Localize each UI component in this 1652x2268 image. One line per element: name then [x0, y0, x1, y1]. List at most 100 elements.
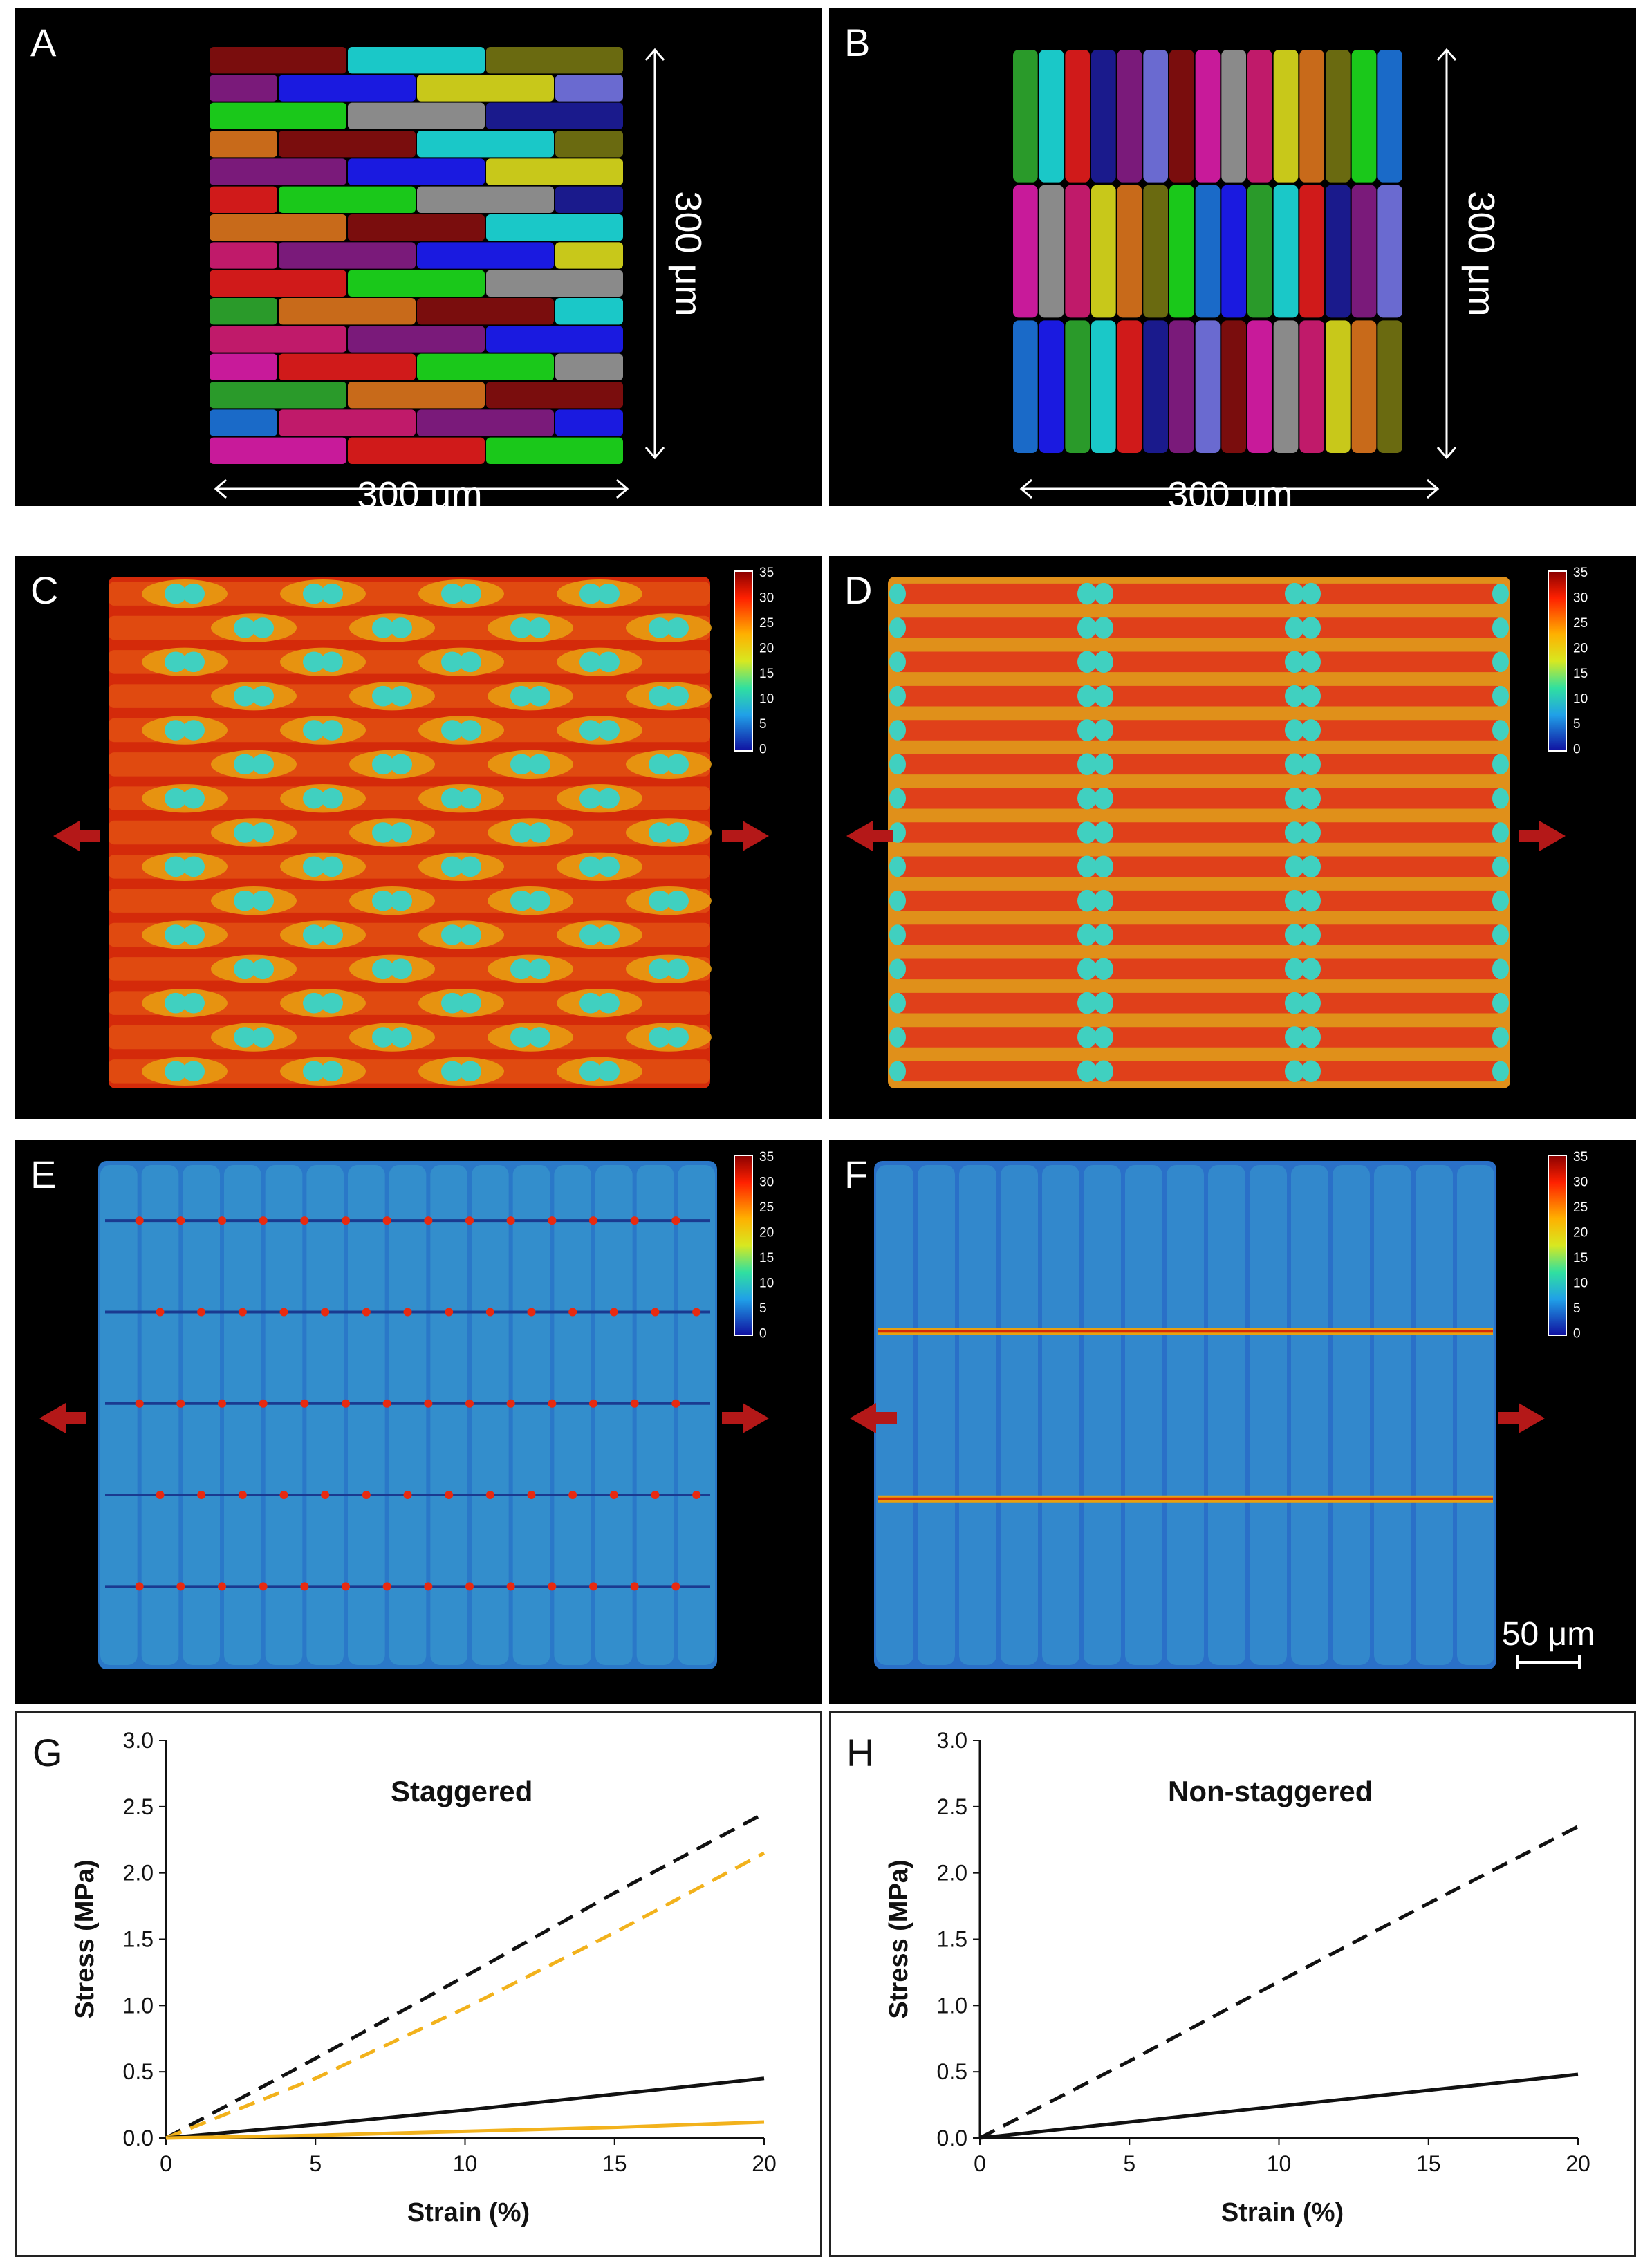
low-stress-spot — [390, 617, 412, 638]
low-stress-spot — [1492, 685, 1509, 707]
low-stress-spot — [889, 1027, 906, 1048]
stress-concentration — [218, 1582, 226, 1591]
low-stress-spot — [183, 651, 205, 673]
low-stress-spot — [528, 822, 550, 843]
y-tick-label: 0.0 — [937, 2126, 967, 2150]
low-stress-spot — [252, 890, 274, 911]
model-block — [555, 75, 623, 102]
y-tick-label: 0.0 — [123, 2126, 154, 2150]
model-block — [210, 326, 346, 353]
low-stress-spot — [441, 924, 463, 945]
low-stress-spot — [321, 788, 343, 809]
fibril-row — [896, 958, 1502, 980]
model-block — [1326, 185, 1351, 318]
left-arrow-icon — [39, 1403, 86, 1433]
arrowhead-icon — [1436, 48, 1457, 460]
low-stress-spot — [1492, 583, 1509, 604]
stress-concentration — [671, 1216, 680, 1225]
low-stress-spot — [372, 890, 394, 911]
low-stress-spot — [1492, 992, 1509, 1014]
stress-concentration — [692, 1491, 701, 1500]
staggered-interface-stress-map: 35 30 25 20 15 10 5 0 — [39, 1150, 774, 1669]
low-stress-spot — [321, 992, 343, 1014]
model-block — [1273, 320, 1299, 453]
fibril-row — [896, 583, 1502, 604]
colorbar — [734, 570, 753, 752]
model-block — [1013, 320, 1038, 453]
x-axis-label: Strain (%) — [1221, 2198, 1344, 2227]
model-block — [1247, 320, 1272, 453]
low-stress-spot — [1492, 1027, 1509, 1048]
stress-concentration — [197, 1308, 206, 1317]
model-block — [1247, 50, 1272, 183]
low-stress-spot — [649, 617, 671, 638]
model-block — [555, 409, 623, 436]
model-block — [1195, 320, 1221, 453]
stress-concentration — [321, 1491, 330, 1500]
model-block — [1117, 50, 1142, 183]
left-arrow-icon — [850, 1403, 897, 1433]
stress-concentration — [156, 1308, 165, 1317]
low-stress-spot — [303, 583, 325, 604]
panel-b: 300 μm 300 μm B — [829, 8, 1636, 506]
low-stress-spot — [1077, 617, 1097, 639]
model-block — [1091, 50, 1116, 183]
fibril-column — [265, 1165, 303, 1665]
fibril-column — [1125, 1165, 1162, 1665]
stress-concentration — [506, 1582, 515, 1591]
fibril-column — [959, 1165, 996, 1665]
low-stress-spot — [183, 788, 205, 809]
model-block — [210, 353, 277, 380]
x-axis-label: Strain (%) — [407, 2198, 530, 2227]
stress-concentration — [279, 1491, 288, 1500]
y-tick-label: 3.0 — [937, 1728, 967, 1753]
fibril-column — [224, 1165, 261, 1665]
x-tick-label: 15 — [602, 2151, 627, 2176]
model-block — [486, 270, 623, 297]
low-stress-spot — [234, 685, 256, 707]
model-block — [279, 131, 416, 158]
stress-concentration — [506, 1216, 515, 1225]
low-stress-spot — [1094, 753, 1113, 776]
low-stress-spot — [390, 890, 412, 911]
colorbar-tick: 35 — [759, 1150, 774, 1164]
colorbar-tick: 10 — [759, 1276, 774, 1291]
stress-concentration — [259, 1216, 268, 1225]
low-stress-spot — [1492, 890, 1509, 911]
arrowhead-icon — [214, 478, 629, 499]
right-arrow-icon — [1498, 1403, 1545, 1433]
model-block — [1326, 320, 1351, 453]
model-block — [1377, 185, 1402, 318]
low-stress-spot — [390, 754, 412, 775]
low-stress-spot — [1301, 685, 1321, 707]
low-stress-spot — [1301, 753, 1321, 776]
fibril-column — [1167, 1165, 1204, 1665]
colorbar-tick: 15 — [1573, 667, 1588, 681]
stress-concentration — [362, 1308, 371, 1317]
low-stress-spot — [372, 1027, 394, 1048]
low-stress-spot — [528, 754, 550, 775]
low-stress-spot — [510, 617, 532, 638]
stress-concentration — [176, 1399, 185, 1408]
model-block — [348, 102, 485, 129]
low-stress-spot — [649, 822, 671, 843]
low-stress-spot — [303, 924, 325, 945]
model-block — [1143, 50, 1168, 183]
model-block — [1326, 50, 1351, 183]
fibril-row — [896, 720, 1502, 741]
panel-g: 0.0 0.5 1.0 1.5 2.0 2.5 3.0 0 5 10 15 20 Strain (%) S… — [15, 1711, 822, 2257]
model-block — [1221, 185, 1246, 318]
colorbar-tick: 15 — [1573, 1251, 1588, 1265]
fibril-row — [109, 855, 710, 879]
y-tick-label: 1.5 — [937, 1927, 967, 1952]
chart-title: Staggered — [391, 1775, 533, 1807]
stress-concentration — [342, 1582, 350, 1591]
fibril-column — [554, 1165, 591, 1665]
low-stress-spot — [1077, 787, 1097, 810]
low-stress-spot — [252, 754, 274, 775]
model-block — [555, 131, 623, 158]
low-stress-spot — [889, 958, 906, 980]
panel-label: C — [30, 568, 59, 612]
model-block — [210, 158, 346, 185]
low-stress-spot — [1077, 651, 1097, 673]
